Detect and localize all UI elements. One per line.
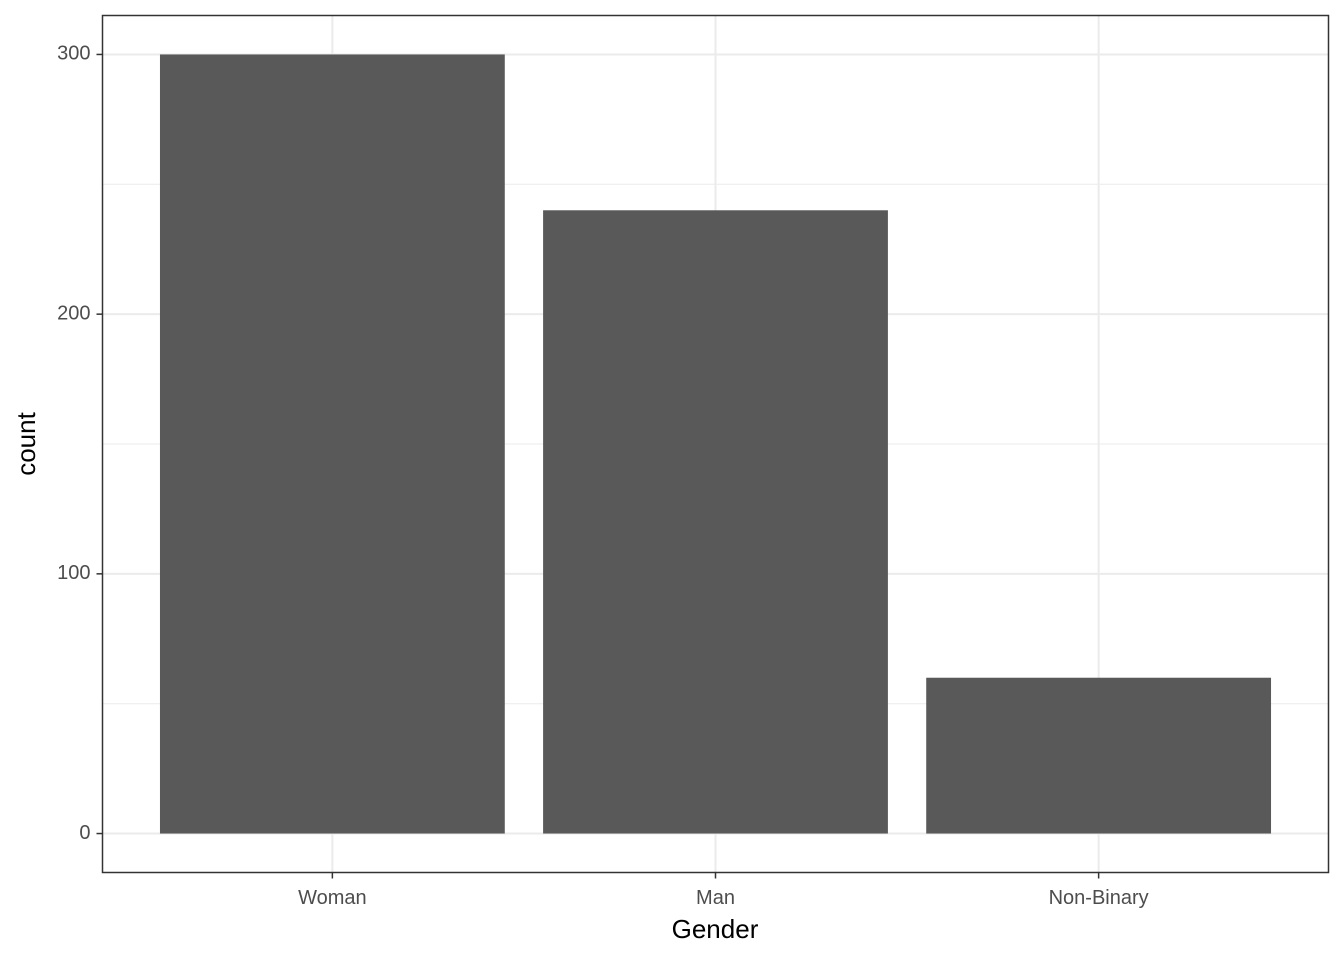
y-tick-label: 200 <box>57 302 90 324</box>
y-tick-label: 100 <box>57 562 90 584</box>
bar <box>926 677 1272 834</box>
x-tick-label: Non-Binary <box>1049 887 1149 909</box>
bar <box>543 210 888 834</box>
x-tick-label: Man <box>696 887 735 909</box>
y-tick-label: 300 <box>57 43 90 65</box>
y-axis-title: count <box>11 411 41 475</box>
x-axis-title: Gender <box>672 914 759 944</box>
bar <box>159 54 505 834</box>
y-tick-label: 0 <box>79 822 90 844</box>
x-tick-label: Woman <box>298 887 367 909</box>
panel-border <box>101 14 1330 874</box>
